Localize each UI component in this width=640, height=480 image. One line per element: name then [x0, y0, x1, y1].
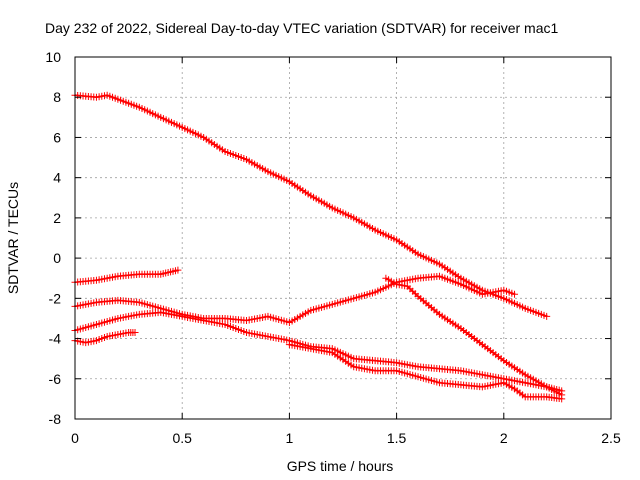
- x-tick-label: 1.5: [387, 430, 407, 446]
- x-tick-label: 0: [71, 430, 79, 446]
- series-track-6: [382, 274, 566, 399]
- data-point: [558, 395, 566, 403]
- series-track-5: [71, 329, 139, 347]
- x-tick-label: 2: [500, 430, 508, 446]
- axis-ticks: [74, 56, 612, 420]
- y-tick-label: -4: [49, 331, 62, 347]
- y-tick-label: -8: [49, 411, 62, 427]
- x-axis-label: GPS time / hours: [287, 458, 394, 474]
- series-track-7: [285, 341, 566, 403]
- tick-labels: 0 0.5 1 1.5 2 2.5 -8 -6 -4 -2 0 2 4 6 8 10: [45, 49, 621, 446]
- y-tick-label: 4: [53, 170, 61, 186]
- data-point: [543, 312, 551, 320]
- y-tick-label: 0: [53, 250, 61, 266]
- data-point: [174, 266, 182, 274]
- y-tick-label: -2: [49, 290, 62, 306]
- series-trace: [74, 275, 515, 324]
- series-trace: [74, 94, 547, 318]
- series-track-3: [71, 272, 519, 326]
- y-tick-label: 8: [53, 89, 61, 105]
- y-tick-label: 10: [45, 49, 61, 65]
- series-track-1: [71, 91, 551, 320]
- y-tick-label: 6: [53, 129, 61, 145]
- y-axis-label: SDTVAR / TECUs: [5, 182, 21, 294]
- y-tick-label: -6: [49, 371, 62, 387]
- chart-title: Day 232 of 2022, Sidereal Day-to-day VTE…: [45, 20, 558, 36]
- series-trace: [74, 311, 562, 392]
- data-point: [511, 290, 519, 298]
- plot-frame: [74, 56, 612, 420]
- series-track-2: [71, 266, 182, 286]
- data-layer: [71, 91, 566, 403]
- y-tick-label: 2: [53, 210, 61, 226]
- x-tick-label: 0.5: [172, 430, 192, 446]
- x-tick-label: 1: [286, 430, 294, 446]
- grid-lines: [75, 57, 611, 419]
- x-tick-label: 2.5: [601, 430, 621, 446]
- data-point: [131, 329, 139, 337]
